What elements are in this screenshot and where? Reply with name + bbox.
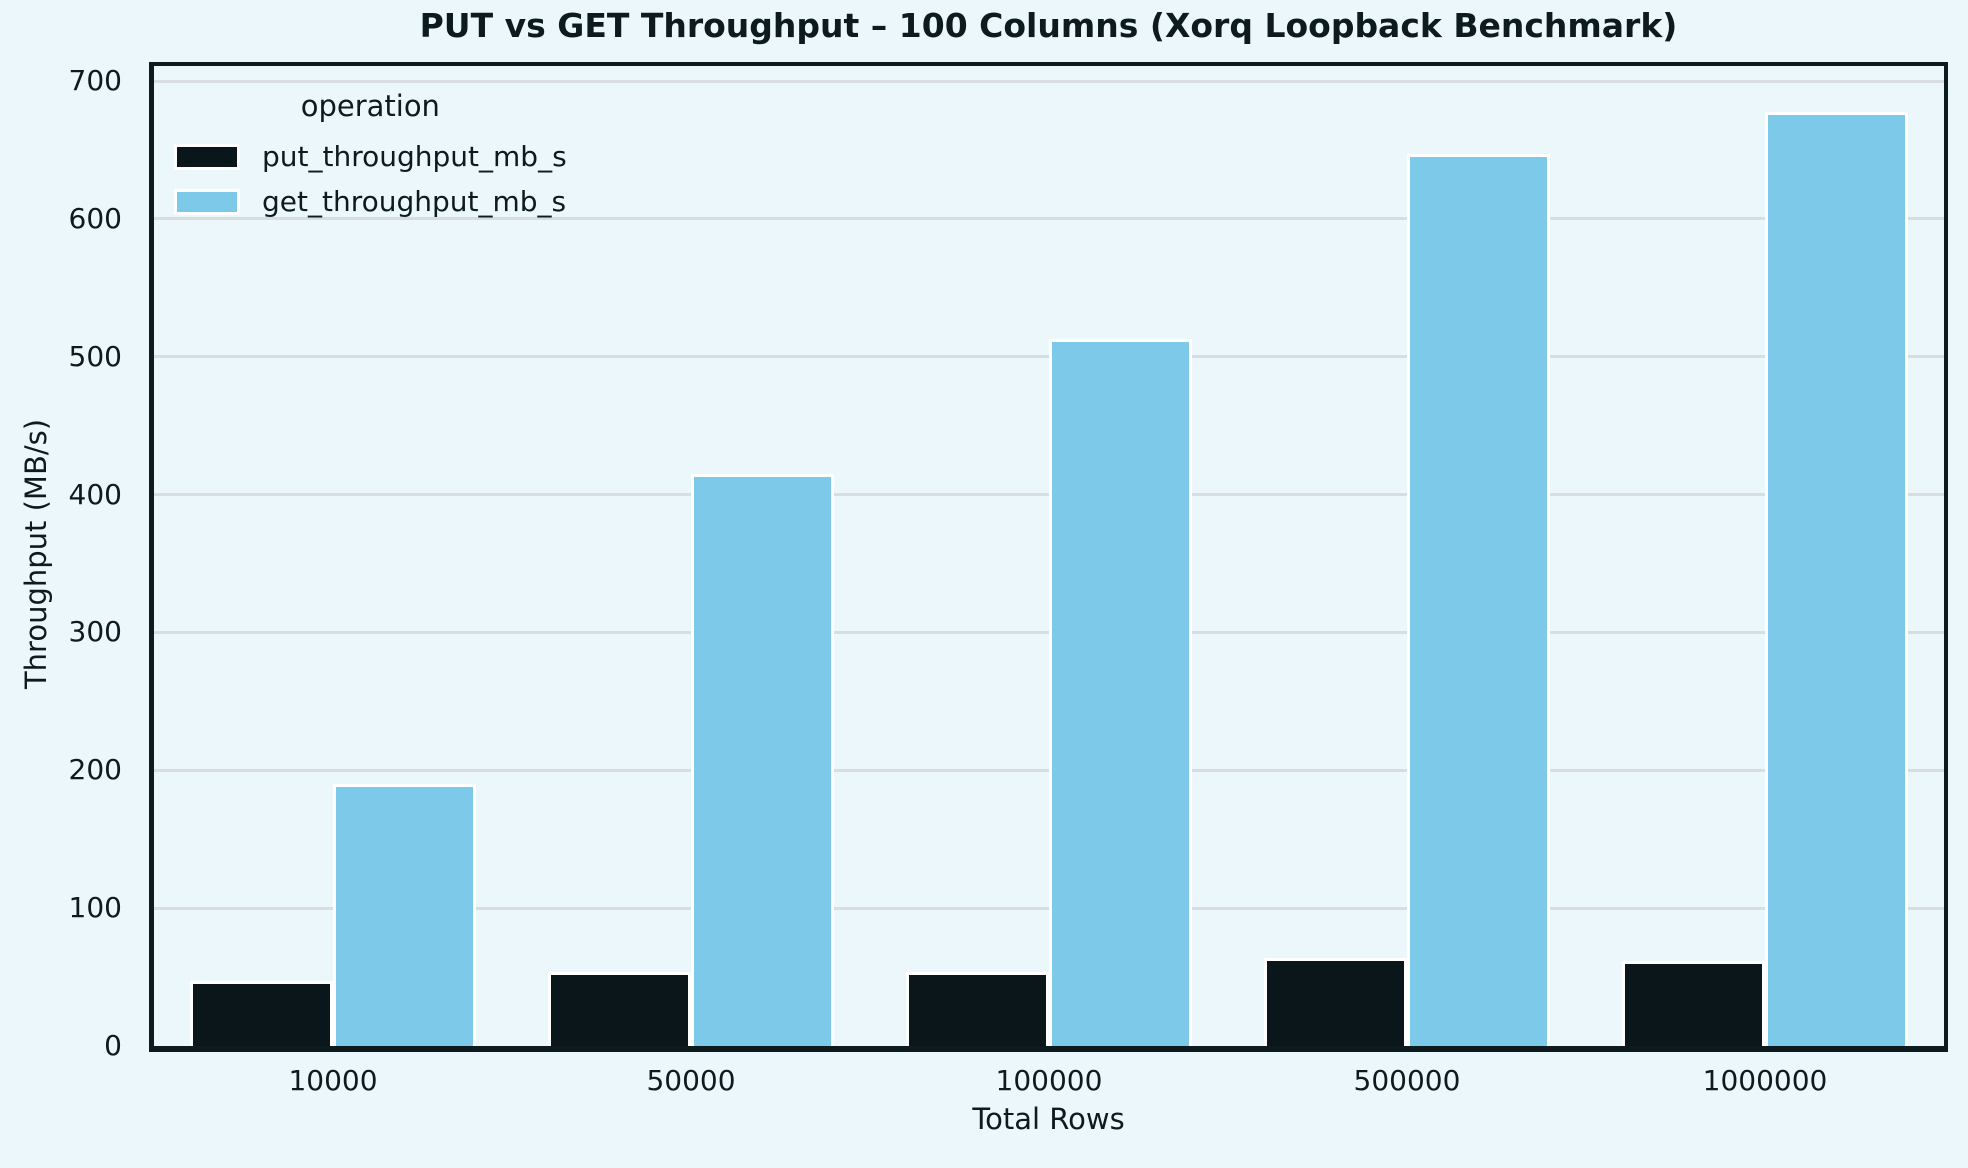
y-tick-label-400: 400 xyxy=(68,477,122,511)
legend-swatch-icon xyxy=(174,143,240,170)
x-tick-label-100000: 100000 xyxy=(995,1064,1103,1097)
legend-label: get_throughput_mb_s xyxy=(262,185,567,218)
legend-items: put_throughput_mb_s get_throughput_mb_s xyxy=(174,134,567,224)
legend-label: put_throughput_mb_s xyxy=(262,140,567,173)
legend-title: operation xyxy=(300,89,440,123)
plot-area: operation put_throughput_mb_s get_through… xyxy=(149,62,1948,1052)
legend-swatch-icon xyxy=(174,188,240,215)
bar-put_throughput_mb_s-500000 xyxy=(1264,957,1407,1046)
y-tick-label-100: 100 xyxy=(68,891,122,925)
x-tick-label-1000000: 1000000 xyxy=(1702,1064,1828,1097)
bar-get_throughput_mb_s-50000 xyxy=(691,474,834,1046)
bar-get_throughput_mb_s-1000000 xyxy=(1765,111,1908,1046)
gridline-y-700 xyxy=(154,79,1944,83)
y-tick-label-300: 300 xyxy=(68,615,122,649)
y-tick-label-0: 0 xyxy=(104,1029,122,1062)
bar-put_throughput_mb_s-10000 xyxy=(190,981,333,1046)
y-tick-label-700: 700 xyxy=(68,64,122,98)
bar-get_throughput_mb_s-100000 xyxy=(1049,338,1192,1046)
y-tick-label-500: 500 xyxy=(68,339,122,373)
bar-put_throughput_mb_s-100000 xyxy=(906,971,1049,1046)
x-tick-label-50000: 50000 xyxy=(646,1064,736,1097)
bar-get_throughput_mb_s-10000 xyxy=(333,784,476,1046)
bar-get_throughput_mb_s-500000 xyxy=(1407,154,1550,1046)
chart-title: PUT vs GET Throughput – 100 Columns (Xor… xyxy=(419,6,1678,45)
x-tick-label-10000: 10000 xyxy=(288,1064,378,1097)
legend-item-put_throughput_mb_s: put_throughput_mb_s xyxy=(174,134,567,179)
gridline-y-600 xyxy=(154,217,1944,221)
bar-put_throughput_mb_s-50000 xyxy=(548,971,691,1046)
legend-item-get_throughput_mb_s: get_throughput_mb_s xyxy=(174,179,567,224)
legend: operation put_throughput_mb_s get_through… xyxy=(174,88,567,224)
x-tick-label-500000: 500000 xyxy=(1353,1064,1461,1097)
y-tick-label-200: 200 xyxy=(68,753,122,787)
y-tick-label-600: 600 xyxy=(68,201,122,235)
bar-put_throughput_mb_s-1000000 xyxy=(1622,960,1765,1046)
x-axis-label: Total Rows xyxy=(972,1102,1125,1136)
